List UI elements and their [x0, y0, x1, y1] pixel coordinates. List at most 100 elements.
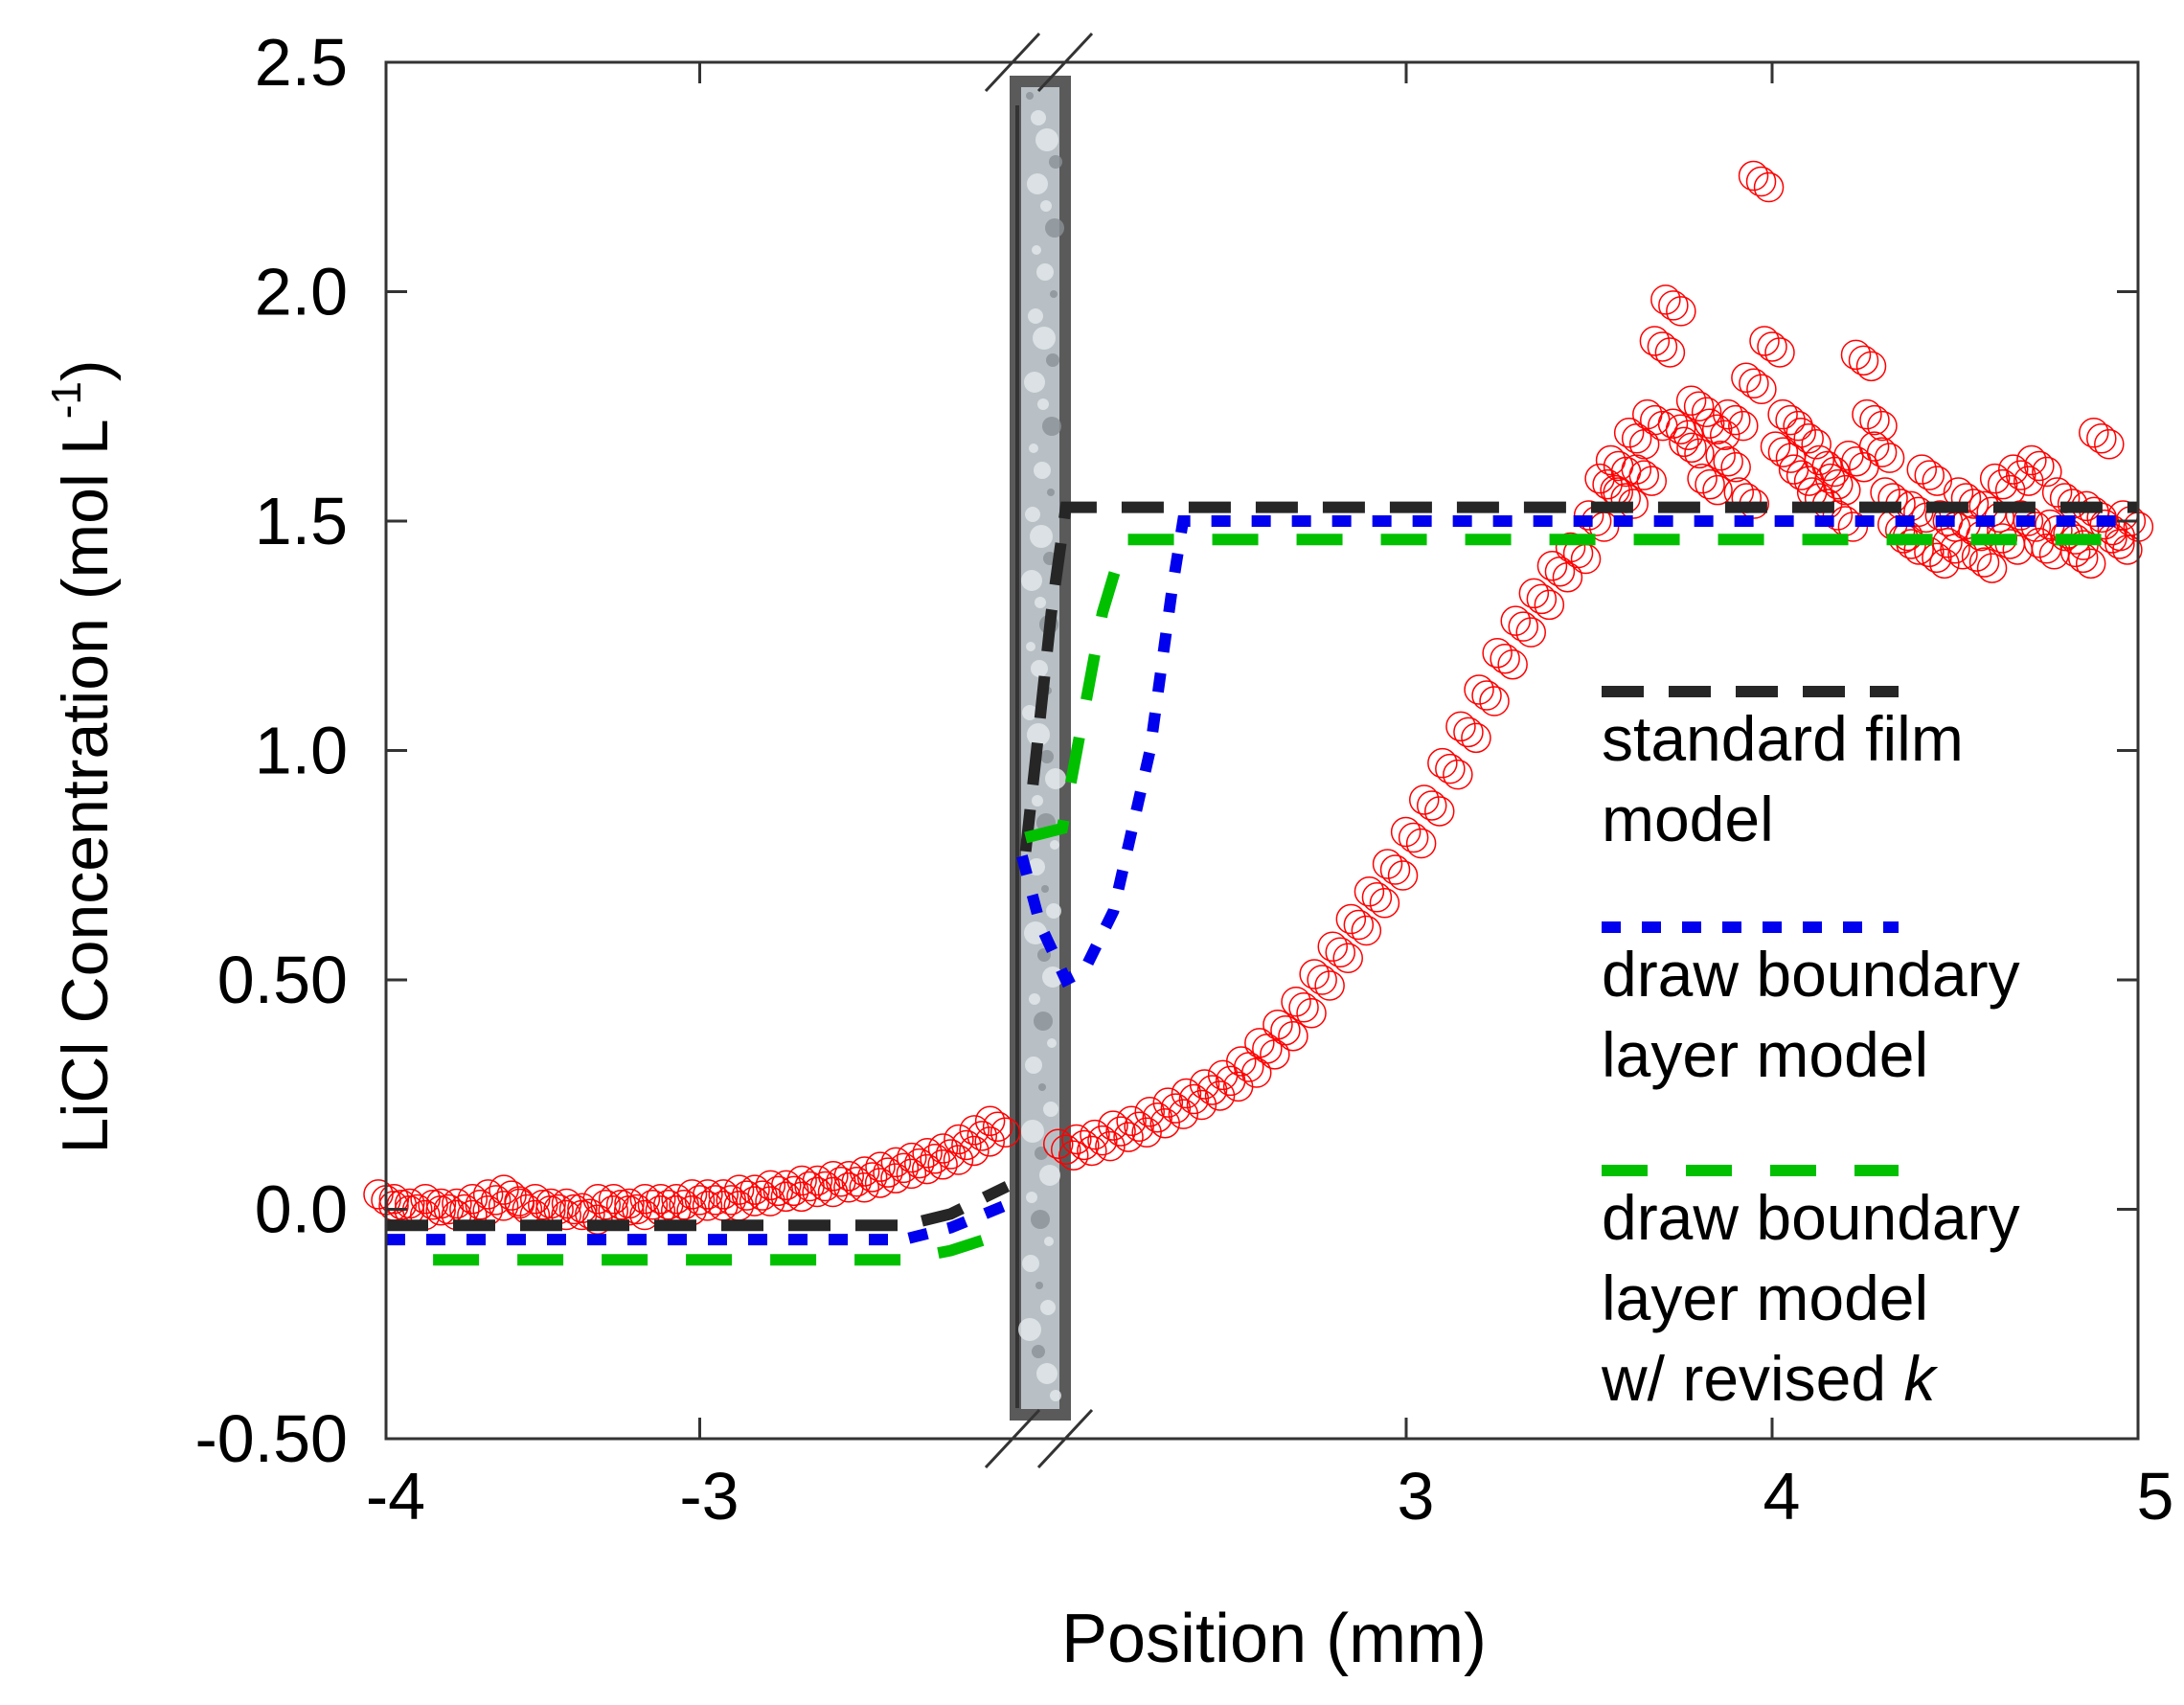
data-point	[1105, 1116, 1136, 1147]
series-line-1-left	[386, 1181, 1011, 1232]
data-point	[1786, 418, 1816, 448]
data-point	[661, 1183, 692, 1215]
data-point	[1361, 882, 1393, 913]
membrane-pore	[1033, 327, 1056, 350]
axis-break-slash	[1036, 32, 1094, 93]
data-point	[1263, 1009, 1293, 1040]
data-point	[802, 1165, 833, 1196]
membrane-pore	[1022, 705, 1037, 720]
membrane-pore	[1040, 750, 1054, 763]
data-point	[1061, 1124, 1092, 1155]
data-point	[1225, 1046, 1257, 1077]
data-point	[1767, 437, 1799, 467]
data-point	[1657, 408, 1689, 439]
y-axis-label: LiCl Concentration (mol L-1)	[43, 359, 122, 1153]
data-point	[1760, 431, 1791, 462]
data-point	[880, 1163, 911, 1194]
data-point	[1720, 451, 1751, 483]
data-point	[1650, 284, 1681, 315]
data-point	[1636, 466, 1668, 496]
data-point	[480, 1185, 512, 1216]
data-point	[1859, 404, 1890, 436]
data-point	[841, 1167, 872, 1197]
data-point	[567, 1193, 598, 1224]
data-point	[1866, 437, 1898, 467]
data-point	[1142, 1102, 1172, 1133]
membrane-pore	[1031, 1210, 1050, 1229]
data-point	[504, 1188, 535, 1219]
data-point	[856, 1162, 888, 1193]
data-point	[1783, 410, 1813, 442]
data-point	[1299, 959, 1330, 989]
data-point	[873, 1157, 903, 1188]
axis-break-slash	[984, 1408, 1041, 1469]
data-point	[771, 1170, 802, 1201]
data-point	[1178, 1083, 1210, 1115]
data-point	[1281, 986, 1311, 1017]
data-point	[425, 1188, 457, 1219]
membrane-pore	[1046, 903, 1061, 919]
data-point	[1793, 423, 1824, 454]
data-point	[1713, 398, 1743, 430]
data-point	[1675, 385, 1707, 416]
data-point	[684, 1185, 716, 1216]
data-point	[1098, 1110, 1128, 1141]
data-point	[1168, 1099, 1199, 1129]
membrane-pore	[1032, 795, 1043, 807]
data-point	[708, 1179, 739, 1210]
data-point	[1840, 339, 1872, 371]
data-point	[1672, 420, 1704, 450]
data-point	[1647, 331, 1678, 362]
data-point	[1131, 1117, 1162, 1148]
membrane-pore	[1035, 1282, 1043, 1289]
membrane-pore	[1027, 723, 1050, 746]
membrane-pore	[1026, 642, 1035, 651]
data-point	[1445, 711, 1476, 742]
data-point	[1443, 759, 1473, 790]
data-point	[2041, 477, 2073, 508]
data-point	[1372, 849, 1403, 879]
y-tick-label: 0.50	[217, 943, 348, 1017]
data-point	[1720, 404, 1751, 436]
membrane-pore	[1025, 507, 1040, 522]
data-point	[1152, 1087, 1184, 1118]
membrane-pore	[1035, 128, 1058, 151]
data-point	[1823, 468, 1854, 500]
data-point	[920, 1144, 950, 1174]
data-point	[1095, 1130, 1126, 1162]
data-point	[1369, 888, 1400, 919]
data-point	[2016, 444, 2047, 476]
data-point	[2032, 456, 2062, 488]
data-point	[1160, 1093, 1192, 1124]
data-point	[1427, 747, 1458, 779]
data-point	[1874, 443, 1905, 473]
data-point	[786, 1165, 817, 1196]
data-point	[1113, 1122, 1144, 1152]
membrane-pore	[1037, 398, 1049, 410]
data-point	[912, 1138, 943, 1169]
data-point	[1405, 828, 1437, 859]
data-point	[1288, 991, 1319, 1023]
data-point	[1077, 1135, 1107, 1167]
data-point	[590, 1189, 621, 1220]
data-point	[1687, 463, 1718, 494]
data-point	[1058, 1140, 1089, 1171]
data-point	[2089, 509, 2121, 540]
membrane-pore	[1034, 462, 1051, 479]
membrane-pore	[1032, 245, 1041, 255]
data-point	[1515, 617, 1546, 648]
membrane-pore	[1047, 489, 1055, 496]
data-point	[1186, 1089, 1217, 1121]
data-point	[927, 1133, 959, 1164]
data-point	[967, 1121, 997, 1151]
membrane-pore	[1045, 768, 1066, 789]
data-point	[1296, 997, 1327, 1029]
data-point	[1841, 445, 1872, 477]
data-point	[1124, 1111, 1154, 1143]
series-line-3-left	[433, 1226, 1010, 1266]
data-point	[1753, 171, 1785, 203]
data-point	[1979, 463, 2011, 494]
data-point	[1497, 648, 1528, 680]
data-point	[2075, 548, 2106, 580]
data-point	[1705, 440, 1736, 471]
